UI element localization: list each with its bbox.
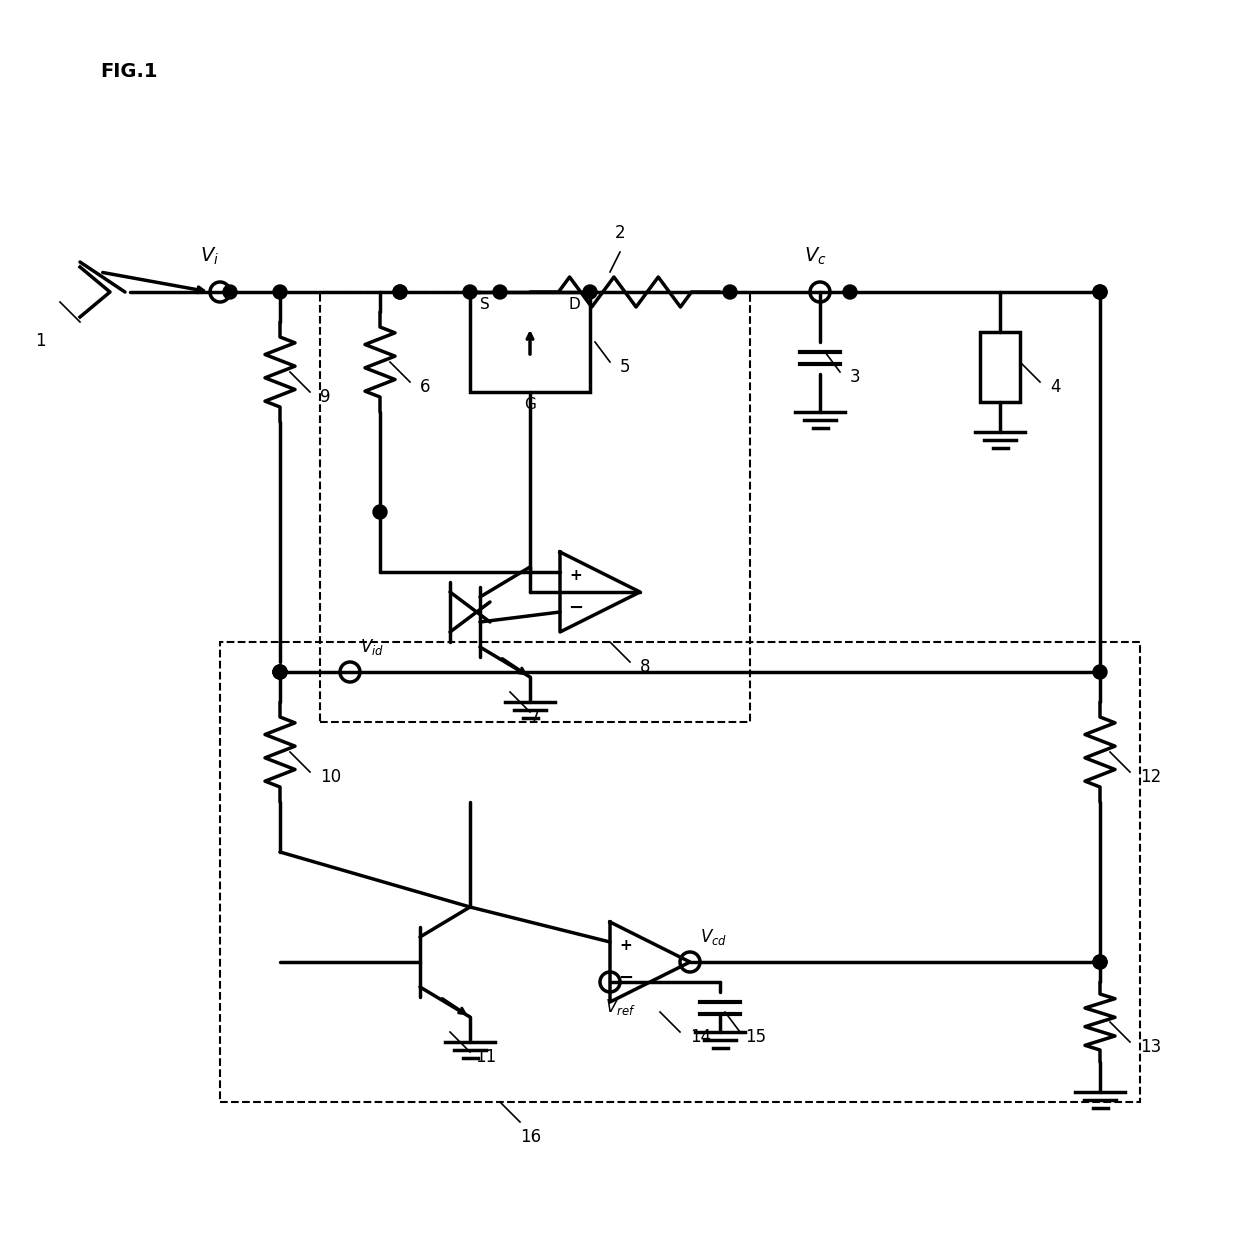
Bar	[320, 292, 750, 722]
Text: 6: 6	[420, 378, 430, 396]
Text: 1: 1	[35, 332, 46, 350]
Text: $V_{id}$: $V_{id}$	[360, 637, 384, 657]
Text: 10: 10	[320, 768, 341, 786]
Text: $V_c$: $V_c$	[804, 246, 826, 267]
Text: 3: 3	[849, 368, 861, 386]
Circle shape	[1092, 666, 1107, 679]
Text: 14: 14	[689, 1028, 711, 1046]
Circle shape	[463, 285, 477, 299]
Circle shape	[600, 972, 620, 991]
Circle shape	[340, 662, 360, 682]
Text: 13: 13	[1140, 1037, 1161, 1056]
Bar	[980, 332, 1021, 402]
Circle shape	[273, 666, 286, 679]
Circle shape	[843, 285, 857, 299]
Circle shape	[680, 952, 701, 972]
Circle shape	[583, 285, 596, 299]
Text: +: +	[620, 938, 632, 953]
Text: 2: 2	[615, 224, 625, 243]
Text: −: −	[619, 969, 634, 986]
Circle shape	[273, 666, 286, 679]
Text: 15: 15	[745, 1028, 766, 1046]
Text: 9: 9	[320, 388, 331, 406]
Circle shape	[1092, 285, 1107, 299]
Circle shape	[1092, 285, 1107, 299]
Circle shape	[393, 285, 407, 299]
Circle shape	[810, 282, 830, 302]
Text: +: +	[569, 569, 583, 583]
Text: 16: 16	[520, 1128, 541, 1146]
Circle shape	[723, 285, 737, 299]
Text: 4: 4	[1050, 378, 1060, 396]
Text: D: D	[568, 297, 580, 312]
Text: 5: 5	[620, 358, 630, 376]
Circle shape	[210, 282, 229, 302]
Text: $V_{cd}$: $V_{cd}$	[701, 927, 727, 947]
Circle shape	[223, 285, 237, 299]
Text: 7: 7	[529, 708, 541, 726]
Text: $V_i$: $V_i$	[201, 246, 219, 267]
Text: S: S	[480, 297, 490, 312]
Text: $V_{ref}$: $V_{ref}$	[605, 996, 636, 1018]
Circle shape	[273, 666, 286, 679]
Bar	[470, 292, 590, 392]
Text: G: G	[525, 397, 536, 412]
Circle shape	[273, 285, 286, 299]
Text: 11: 11	[475, 1047, 496, 1066]
Text: 12: 12	[1140, 768, 1161, 786]
Text: 8: 8	[640, 658, 651, 675]
Circle shape	[373, 505, 387, 519]
Circle shape	[494, 285, 507, 299]
Circle shape	[1092, 955, 1107, 969]
Text: FIG.1: FIG.1	[100, 62, 157, 81]
Text: −: −	[568, 600, 584, 617]
Circle shape	[1092, 955, 1107, 969]
Circle shape	[393, 285, 407, 299]
Bar	[219, 642, 1140, 1102]
